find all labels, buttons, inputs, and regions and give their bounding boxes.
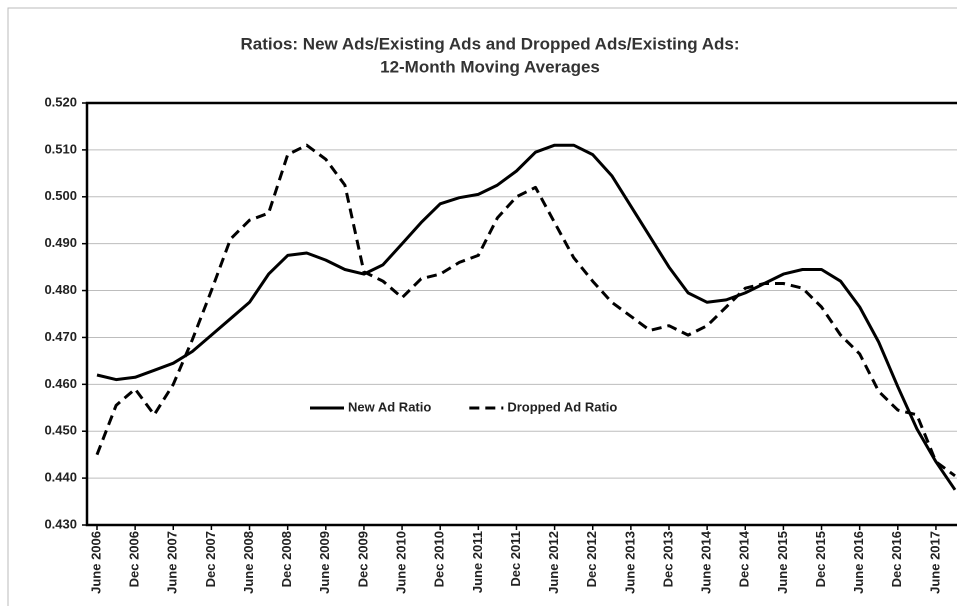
x-tick-label: Dec 2016 — [889, 531, 904, 587]
legend-label: Dropped Ad Ratio — [507, 399, 617, 414]
y-tick-label: 0.460 — [44, 376, 77, 391]
y-tick-label: 0.450 — [44, 423, 77, 438]
x-tick-label: Dec 2011 — [508, 531, 523, 587]
chart-title-line: 12-Month Moving Averages — [380, 57, 600, 76]
y-tick-label: 0.500 — [44, 188, 77, 203]
x-tick-label: Dec 2012 — [584, 531, 599, 587]
chart-border — [7, 7, 957, 606]
y-tick-label: 0.510 — [44, 141, 77, 156]
chart-title: Ratios: New Ads/Existing Ads and Dropped… — [240, 34, 739, 76]
legend-label: New Ad Ratio — [348, 399, 431, 414]
x-tick-label: June 2010 — [394, 531, 409, 594]
x-tick-label: Dec 2015 — [813, 531, 828, 587]
x-tick-label: June 2014 — [699, 530, 714, 594]
y-tick-label: 0.490 — [44, 235, 77, 250]
x-tick-label: Dec 2006 — [127, 531, 142, 587]
x-tick-label: June 2006 — [88, 531, 103, 594]
x-tick-label: June 2012 — [546, 531, 561, 594]
x-tick-label: June 2017 — [927, 531, 942, 594]
y-tick-label: 0.440 — [44, 470, 77, 485]
x-tick-label: Dec 2014 — [737, 530, 752, 587]
x-tick-label: June 2011 — [470, 531, 485, 593]
x-tick-label: Dec 2007 — [203, 531, 218, 587]
y-tick-label: 0.520 — [44, 94, 77, 109]
x-tick-label: June 2016 — [851, 531, 866, 594]
y-tick-label: 0.430 — [44, 516, 77, 531]
x-tick-label: Dec 2008 — [279, 531, 294, 587]
x-tick-label: Dec 2009 — [355, 531, 370, 587]
x-tick-label: Dec 2010 — [432, 531, 447, 587]
x-tick-label: June 2009 — [317, 531, 332, 594]
chart-title-line: Ratios: New Ads/Existing Ads and Dropped… — [240, 34, 739, 53]
x-tick-label: June 2007 — [165, 531, 180, 594]
series-line — [96, 143, 957, 491]
x-tick-label: June 2015 — [775, 531, 790, 594]
x-tick-label: Dec 2013 — [660, 531, 675, 587]
y-tick-label: 0.480 — [44, 282, 77, 297]
plot-frame — [85, 101, 957, 527]
series-line — [95, 143, 956, 478]
y-tick-label: 0.470 — [44, 329, 77, 344]
x-tick-label: June 2013 — [622, 531, 637, 594]
x-tick-label: June 2008 — [241, 531, 256, 594]
